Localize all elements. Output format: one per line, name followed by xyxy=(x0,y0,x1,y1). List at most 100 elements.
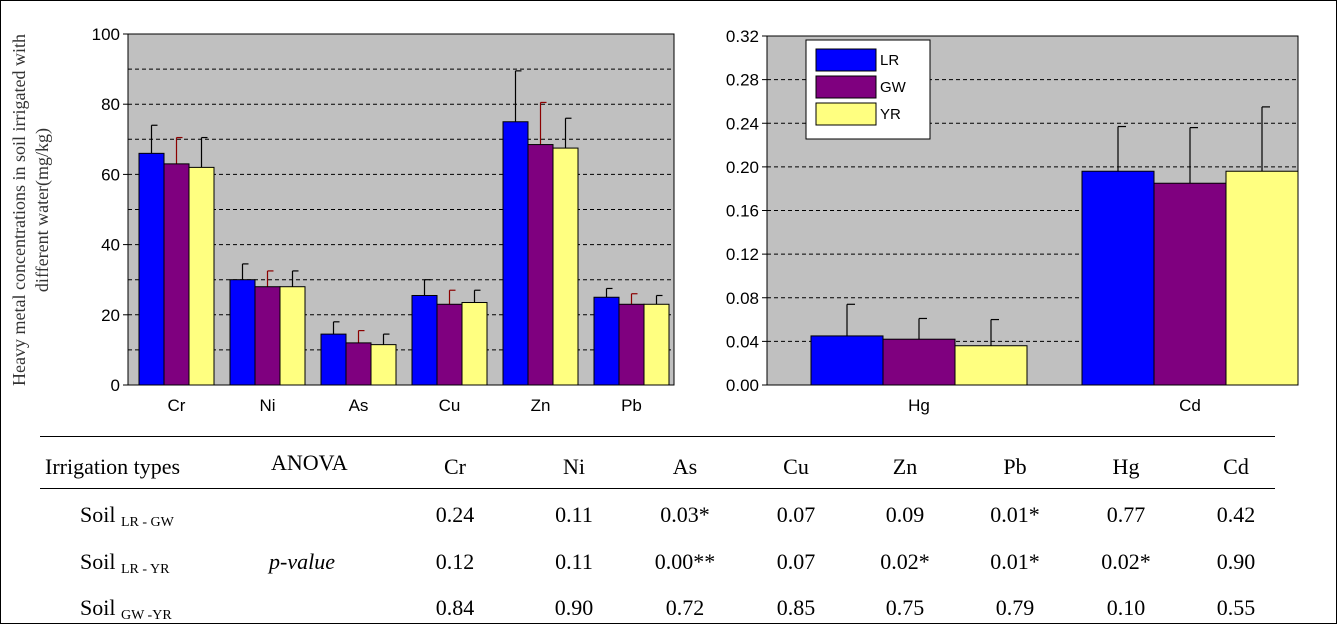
bar-as-lr xyxy=(320,333,347,386)
legend-label-yr: YR xyxy=(880,106,901,123)
bar-cr-yr xyxy=(188,166,215,386)
table-cell: 0.11 xyxy=(555,549,593,574)
table-cell: 0.90 xyxy=(554,595,594,620)
table-cell: 0.09 xyxy=(885,502,925,527)
y-tick-label: 100 xyxy=(92,25,120,44)
bar-cd-gw xyxy=(1153,182,1227,386)
x-tick-label: Ni xyxy=(259,396,275,415)
x-tick-label: Cr xyxy=(168,396,186,415)
bar-zn-gw xyxy=(527,144,554,386)
y-tick-label: 0.08 xyxy=(726,289,759,308)
table-header-pb: Pb xyxy=(1003,454,1027,479)
table-header-cd: Cd xyxy=(1223,454,1249,479)
legend-swatch-lr xyxy=(815,48,877,72)
x-tick-label: Cu xyxy=(439,396,461,415)
bar-hg-gw xyxy=(882,338,956,386)
legend-swatch-gw xyxy=(815,75,877,99)
bar-pb-lr xyxy=(593,296,620,386)
x-tick-label: Hg xyxy=(908,396,930,415)
table-top-rule xyxy=(40,436,1275,437)
charts-svg: 0 20 40 60 80 100 Cr Ni As Cu Zn Pb 0.00 0.04 0.08 0.12… xyxy=(92,25,1299,415)
table-header-ni: Ni xyxy=(563,454,585,479)
bar-zn-yr xyxy=(552,147,579,386)
y-tick-label: 80 xyxy=(101,95,120,114)
table-cell: 0.42 xyxy=(1216,502,1256,527)
table-cell: 0.01* xyxy=(990,549,1040,574)
row-label-subscript: LR - YR xyxy=(120,562,170,577)
table-cell: 0.72 xyxy=(665,595,705,620)
y-tick-label: 60 xyxy=(101,165,120,184)
bar-hg-yr xyxy=(954,345,1028,386)
table-header-as: As xyxy=(672,454,698,479)
bar-cr-lr xyxy=(138,152,165,386)
table-header-cr: Cr xyxy=(444,454,466,479)
bar-as-yr xyxy=(370,344,397,386)
table-cell: 0.10 xyxy=(1106,595,1146,620)
bar-pb-gw xyxy=(618,303,645,386)
table-cell: 0.11 xyxy=(555,502,593,527)
table-row-label: Soil GW -YR xyxy=(80,595,172,624)
table-cell: 0.02* xyxy=(1101,549,1151,574)
y-tick-label: 0.28 xyxy=(726,71,759,90)
x-tick-label: Cd xyxy=(1179,396,1201,415)
plot-border-1 xyxy=(766,35,1299,386)
y-tick-label: 40 xyxy=(101,236,120,255)
table-row-label: Soil LR - GW xyxy=(80,502,174,531)
y-tick-label: 0.16 xyxy=(726,202,759,221)
y-tick-label: 0.04 xyxy=(726,332,759,351)
legend-label-gw: GW xyxy=(880,79,907,96)
table-cell: 0.79 xyxy=(995,595,1035,620)
legend-swatch-yr xyxy=(815,102,877,126)
table-header-anova: ANOVA xyxy=(271,450,348,475)
x-tick-label: As xyxy=(349,396,369,415)
table-cell: 0.90 xyxy=(1216,549,1256,574)
bar-hg-lr xyxy=(810,335,884,386)
legend: LR GW YR xyxy=(805,39,931,140)
bar-ni-lr xyxy=(229,279,256,386)
table-cell: 0.07 xyxy=(776,502,816,527)
table-cell: 0.02* xyxy=(880,549,930,574)
table-cell: 0.85 xyxy=(776,595,816,620)
y-tick-label: 20 xyxy=(101,306,120,325)
bar-cu-gw xyxy=(436,303,463,386)
bar-cu-lr xyxy=(411,294,438,386)
table-cell: 0.84 xyxy=(435,595,475,620)
row-label-soil: Soil xyxy=(80,549,121,574)
row-label-subscript: GW -YR xyxy=(120,608,172,623)
row-label-subscript: LR - GW xyxy=(120,515,174,530)
bar-cu-yr xyxy=(461,302,488,386)
x-tick-label: Pb xyxy=(621,396,642,415)
bar-cd-yr xyxy=(1225,170,1299,386)
table-cell: 0.12 xyxy=(435,549,475,574)
bar-as-gw xyxy=(345,342,372,386)
legend-label-lr: LR xyxy=(880,52,899,69)
table-cell: 0.03* xyxy=(660,502,710,527)
y-tick-label: 0 xyxy=(111,376,120,395)
bar-cr-gw xyxy=(163,163,190,386)
table-header-irrigation-types: Irrigation types xyxy=(45,454,181,479)
table-cell: 0.00** xyxy=(654,549,716,574)
table-header-cu: Cu xyxy=(783,454,809,479)
table-row-label: Soil LR - YR xyxy=(80,549,169,578)
anova-table: Irrigation types ANOVA p-value Cr Ni As Cu Z… xyxy=(0,436,1337,626)
table-p-value-label: p-value xyxy=(269,549,335,574)
plot-border-0 xyxy=(127,33,675,386)
table-cell: 0.01* xyxy=(990,502,1040,527)
bar-cd-lr xyxy=(1081,170,1155,386)
table-cell: 0.55 xyxy=(1216,595,1256,620)
table-cell: 0.77 xyxy=(1106,502,1146,527)
y-tick-label: 0.12 xyxy=(726,245,759,264)
bar-ni-gw xyxy=(254,286,281,386)
table-header-hg: Hg xyxy=(1112,454,1140,479)
table-cell: 0.07 xyxy=(776,549,816,574)
table-cell: 0.75 xyxy=(885,595,925,620)
y-tick-label: 0.32 xyxy=(726,27,759,46)
table-header-rule xyxy=(40,488,1275,489)
row-label-soil: Soil xyxy=(80,595,121,620)
y-tick-label: 0.24 xyxy=(726,114,759,133)
bar-pb-yr xyxy=(643,303,670,386)
table-header-zn: Zn xyxy=(892,454,918,479)
x-tick-label: Zn xyxy=(531,396,551,415)
y-tick-label: 0.00 xyxy=(726,376,759,395)
y-tick-label: 0.20 xyxy=(726,158,759,177)
